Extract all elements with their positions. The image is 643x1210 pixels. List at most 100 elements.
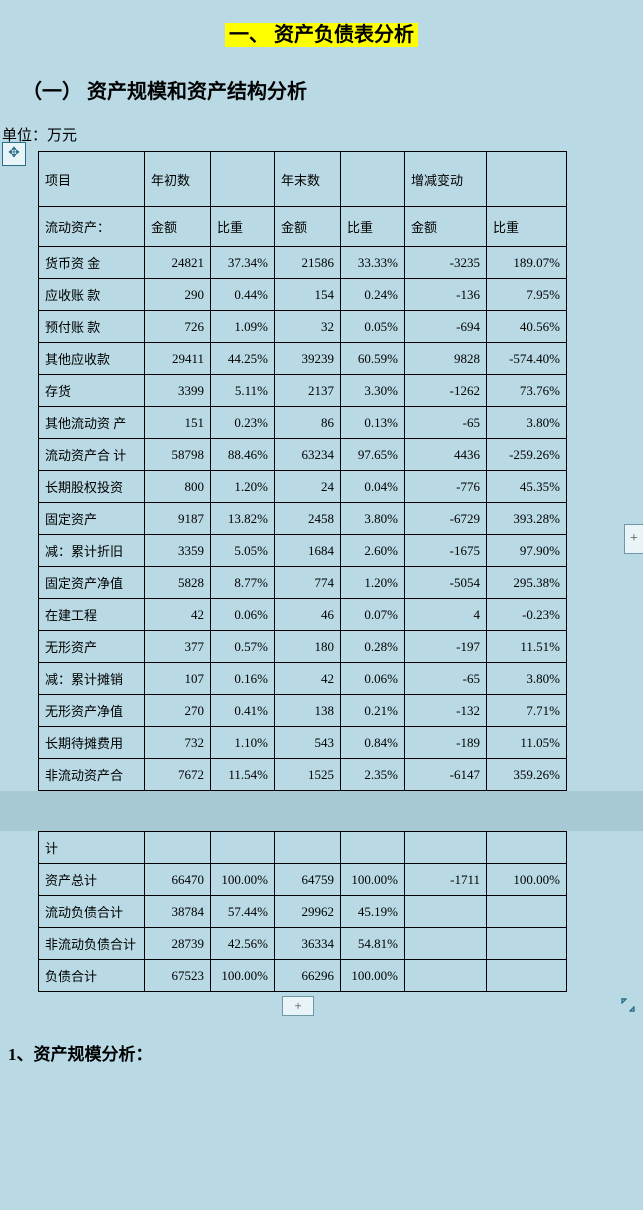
- row-value: 100.00%: [211, 864, 275, 896]
- hdr2-1: 金额: [145, 207, 211, 247]
- row-value: 60.59%: [341, 343, 405, 375]
- row-value: 0.05%: [341, 311, 405, 343]
- table-row: 无形资产净值2700.41%1380.21%-1327.71%: [39, 695, 567, 727]
- row-value: 100.00%: [487, 864, 567, 896]
- hdr2-3: 金额: [275, 207, 341, 247]
- row-value: 97.90%: [487, 535, 567, 567]
- row-value: -6729: [405, 503, 487, 535]
- row-label: 在建工程: [39, 599, 145, 631]
- row-value: 45.35%: [487, 471, 567, 503]
- hdr2-0: 流动资产：: [39, 207, 145, 247]
- row-label: 计: [39, 832, 145, 864]
- row-value: -259.26%: [487, 439, 567, 471]
- row-label: 应收账 款: [39, 279, 145, 311]
- hdr-end-a: 年末数: [275, 152, 341, 207]
- asset-table-part1: 项目 年初数 年末数 增减变动 流动资产： 金额 比重 金额 比重 金额 比重 …: [38, 151, 567, 791]
- row-value: 180: [275, 631, 341, 663]
- row-value: -776: [405, 471, 487, 503]
- hdr-chg-a: 增减变动: [405, 152, 487, 207]
- row-value: 0.06%: [211, 599, 275, 631]
- row-value: 29411: [145, 343, 211, 375]
- resize-handle-icon[interactable]: [619, 996, 637, 1014]
- row-value: 100.00%: [211, 960, 275, 992]
- row-label: 非流动资产合: [39, 759, 145, 791]
- row-value: 359.26%: [487, 759, 567, 791]
- row-value: 0.44%: [211, 279, 275, 311]
- title-highlight: 一、 资产负债表分析: [225, 23, 418, 47]
- row-value: [145, 832, 211, 864]
- row-value: 107: [145, 663, 211, 695]
- row-label: 长期待摊费用: [39, 727, 145, 759]
- table-row: 固定资产净值58288.77%7741.20%-5054295.38%: [39, 567, 567, 599]
- row-value: 11.05%: [487, 727, 567, 759]
- row-value: 4436: [405, 439, 487, 471]
- row-value: -3235: [405, 247, 487, 279]
- table-row: 应收账 款2900.44%1540.24%-1367.95%: [39, 279, 567, 311]
- row-value: -136: [405, 279, 487, 311]
- table-row: 长期股权投资8001.20%240.04%-77645.35%: [39, 471, 567, 503]
- row-value: 7.71%: [487, 695, 567, 727]
- row-value: 32: [275, 311, 341, 343]
- row-value: 86: [275, 407, 341, 439]
- table-row: 长期待摊费用7321.10%5430.84%-18911.05%: [39, 727, 567, 759]
- row-value: 543: [275, 727, 341, 759]
- row-label: 负债合计: [39, 960, 145, 992]
- row-value: [487, 928, 567, 960]
- row-value: 45.19%: [341, 896, 405, 928]
- table-row: 固定资产918713.82%24583.80%-6729393.28%: [39, 503, 567, 535]
- move-handle-icon[interactable]: ✥: [2, 142, 26, 166]
- row-value: 100.00%: [341, 960, 405, 992]
- hdr2-5: 金额: [405, 207, 487, 247]
- row-value: 42: [275, 663, 341, 695]
- table-row: 计: [39, 832, 567, 864]
- add-row-icon[interactable]: +: [282, 996, 314, 1016]
- table-footer-widgets: +: [0, 992, 643, 1020]
- row-label: 长期股权投资: [39, 471, 145, 503]
- row-value: 0.84%: [341, 727, 405, 759]
- row-label: 固定资产: [39, 503, 145, 535]
- expand-column-icon[interactable]: +: [624, 524, 643, 554]
- row-value: 11.51%: [487, 631, 567, 663]
- row-value: [405, 832, 487, 864]
- row-label: 非流动负债合计: [39, 928, 145, 960]
- row-value: 37.34%: [211, 247, 275, 279]
- row-value: -5054: [405, 567, 487, 599]
- row-value: 1.20%: [341, 567, 405, 599]
- row-value: 0.06%: [341, 663, 405, 695]
- row-value: 138: [275, 695, 341, 727]
- row-value: 73.76%: [487, 375, 567, 407]
- row-value: 7672: [145, 759, 211, 791]
- table-row: 资产总计66470100.00%64759100.00%-1711100.00%: [39, 864, 567, 896]
- row-value: -197: [405, 631, 487, 663]
- row-value: 5828: [145, 567, 211, 599]
- row-value: 64759: [275, 864, 341, 896]
- row-value: 295.38%: [487, 567, 567, 599]
- table-row: 存货33995.11%21373.30%-126273.76%: [39, 375, 567, 407]
- row-value: 0.57%: [211, 631, 275, 663]
- section-title: 一、 资产负债表分析: [0, 0, 643, 57]
- table-row: 流动负债合计3878457.44%2996245.19%: [39, 896, 567, 928]
- row-value: 3.80%: [487, 407, 567, 439]
- table-row: 流动资产合 计5879888.46%6323497.65%4436-259.26…: [39, 439, 567, 471]
- row-value: 270: [145, 695, 211, 727]
- row-value: 3359: [145, 535, 211, 567]
- row-value: 0.04%: [341, 471, 405, 503]
- row-value: [211, 832, 275, 864]
- row-value: [405, 960, 487, 992]
- row-value: 2458: [275, 503, 341, 535]
- row-value: [487, 960, 567, 992]
- hdr-item: 项目: [39, 152, 145, 207]
- analysis-heading: 1、资产规模分析：: [0, 1020, 643, 1065]
- table-row: 减：累计折旧33595.05%16842.60%-167597.90%: [39, 535, 567, 567]
- row-value: 1.09%: [211, 311, 275, 343]
- row-label: 减：累计摊销: [39, 663, 145, 695]
- row-value: 40.56%: [487, 311, 567, 343]
- row-value: 58798: [145, 439, 211, 471]
- row-value: 1.10%: [211, 727, 275, 759]
- row-value: 0.07%: [341, 599, 405, 631]
- row-value: -1675: [405, 535, 487, 567]
- row-value: -694: [405, 311, 487, 343]
- row-value: 0.16%: [211, 663, 275, 695]
- table-row: 减：累计摊销1070.16%420.06%-653.80%: [39, 663, 567, 695]
- page-break: [0, 791, 643, 831]
